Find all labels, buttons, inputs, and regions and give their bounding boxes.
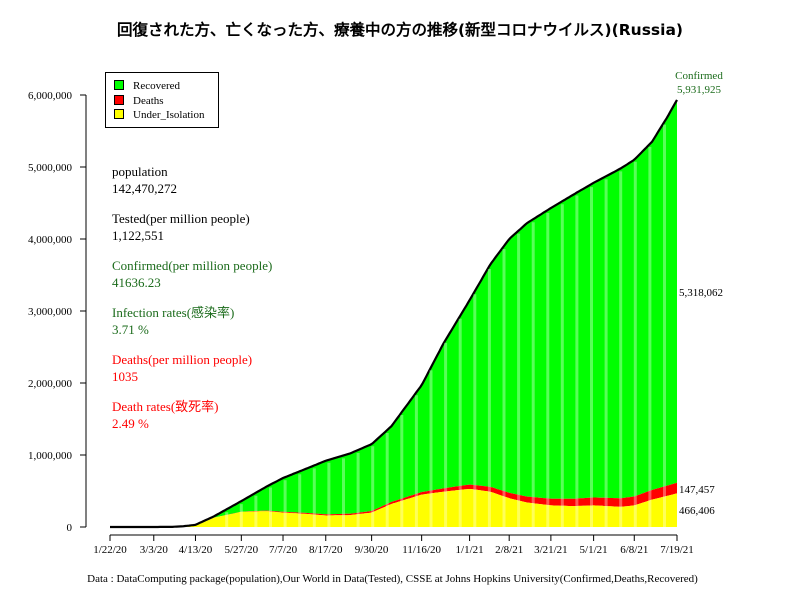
x-tick-label: 1/22/20 [93, 544, 127, 556]
stat-death-rate: Death rates(致死率) 2.49 % [112, 398, 272, 432]
stat-tested-value: 1,122,551 [112, 228, 164, 243]
stat-confirmed: Confirmed(per million people) 41636.23 [112, 257, 272, 291]
chart-areas [110, 99, 678, 529]
stat-confirmed-label: Confirmed(per million people) [112, 258, 273, 273]
y-tick-label: 5,000,000 [28, 162, 73, 174]
y-tick-label: 6,000,000 [28, 90, 73, 102]
legend-label-under-isolation: Under_Isolation [133, 109, 205, 121]
chart-stripes [225, 124, 666, 527]
y-tick-label: 3,000,000 [28, 306, 73, 318]
x-tick-label: 11/16/20 [402, 544, 441, 556]
chart-axes: 0 1,000,000 2,000,000 3,000,000 4,000,000 5,0… [28, 90, 694, 556]
legend-swatch-deaths [114, 95, 124, 106]
chart-legend: Recovered Deaths Under_Isolation [105, 72, 219, 128]
stat-death-rate-label: Death rates(致死率) [112, 399, 219, 414]
deaths-annotation-value: 147,457 [679, 484, 715, 496]
stat-deaths-label: Deaths(per million people) [112, 352, 253, 367]
x-tick-label: 6/8/21 [620, 544, 648, 556]
x-tick-label: 5/27/20 [225, 544, 259, 556]
stat-infection-rate: Infection rates(感染率) 3.71 % [112, 304, 272, 338]
stat-death-rate-value: 2.49 % [112, 416, 149, 431]
stat-population: population 142,470,272 [112, 163, 272, 197]
x-tick-label: 1/1/21 [456, 544, 484, 556]
legend-label-deaths: Deaths [133, 95, 164, 107]
x-tick-label: 7/7/20 [269, 544, 298, 556]
y-tick-label: 2,000,000 [28, 378, 73, 390]
x-tick-label: 4/13/20 [179, 544, 213, 556]
x-tick-label: 3/3/20 [140, 544, 169, 556]
confirmed-annotation-value: 5,931,925 [677, 84, 722, 96]
x-tick-label: 5/1/21 [580, 544, 608, 556]
y-tick-label: 4,000,000 [28, 234, 73, 246]
legend-item-deaths: Deaths [114, 94, 164, 108]
stat-infection-value: 3.71 % [112, 322, 149, 337]
data-source-footer: Data : DataComputing package(population)… [87, 573, 698, 585]
legend-item-recovered: Recovered [114, 79, 180, 93]
stat-confirmed-value: 41636.23 [112, 275, 161, 290]
stat-deaths: Deaths(per million people) 1035 [112, 351, 272, 385]
recovered-annotation-value: 5,318,062 [679, 287, 723, 299]
x-tick-label: 3/21/21 [534, 544, 568, 556]
stat-deaths-value: 1035 [112, 369, 138, 384]
x-tick-label: 2/8/21 [495, 544, 523, 556]
x-tick-label: 8/17/20 [309, 544, 343, 556]
stat-tested-label: Tested(per million people) [112, 211, 250, 226]
legend-swatch-recovered [114, 80, 124, 91]
x-tick-label: 7/19/21 [660, 544, 694, 556]
stat-population-value: 142,470,272 [112, 181, 177, 196]
chart-title: 回復された方、亡くなった方、療養中の方の推移(新型コロナウイルス)(Russia… [116, 21, 684, 39]
stat-infection-label: Infection rates(感染率) [112, 305, 235, 320]
isolation-annotation-value: 466,406 [679, 505, 715, 517]
area-recovered [110, 99, 677, 528]
y-tick-label: 0 [67, 522, 73, 534]
stats-panel: population 142,470,272 Tested(per millio… [112, 163, 272, 445]
legend-swatch-under-isolation [114, 109, 124, 120]
area-under-isolation [110, 489, 677, 527]
stat-population-label: population [112, 164, 168, 179]
legend-item-under-isolation: Under_Isolation [114, 108, 204, 122]
legend-label-recovered: Recovered [133, 80, 181, 92]
area-deaths [110, 482, 677, 527]
y-tick-label: 1,000,000 [28, 450, 73, 462]
line-confirmed [110, 99, 678, 529]
stat-tested: Tested(per million people) 1,122,551 [112, 210, 272, 244]
x-tick-label: 9/30/20 [355, 544, 389, 556]
confirmed-annotation-label: Confirmed [675, 70, 723, 82]
